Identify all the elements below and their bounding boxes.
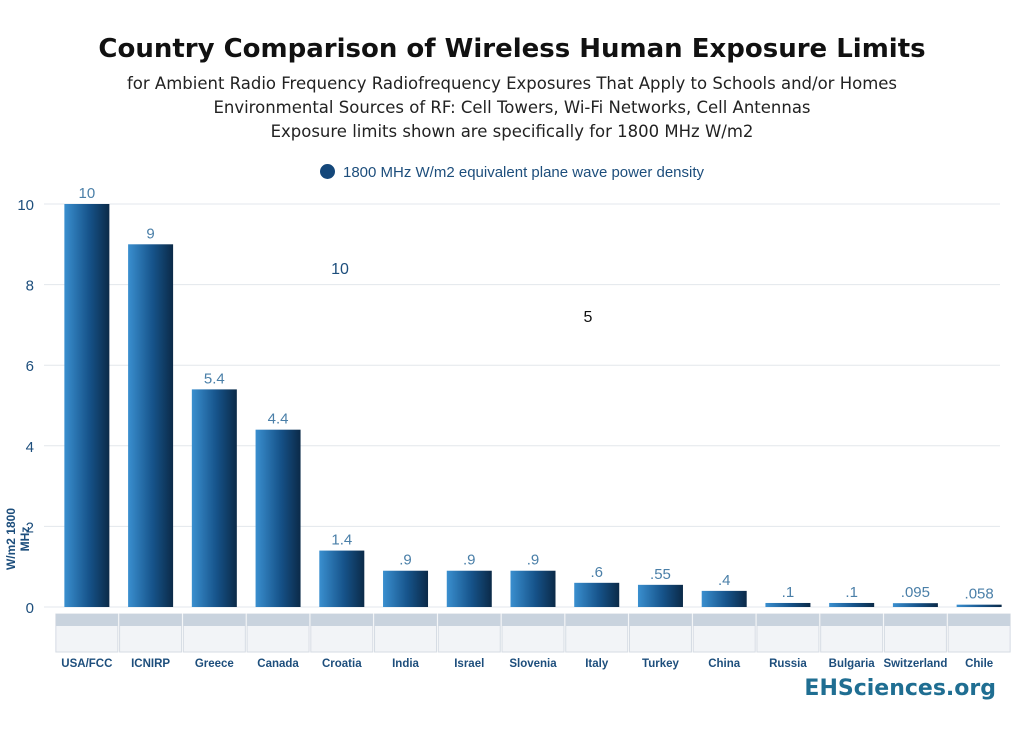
bar-icnirp [128,244,174,608]
data-label: 1.4 [331,532,352,549]
chart-subtitle-1: for Ambient Radio Frequency Radiofrequen… [126,74,898,93]
flag-stripe [693,614,756,626]
flag-stripe [183,614,246,626]
flag-stripe [119,614,182,626]
chart-legend: 1800 MHz W/m2 equivalent plane wave powe… [0,164,1024,181]
bar-chile [956,604,1002,607]
x-tick-label: India [392,658,419,670]
chart-subtitle-2: Environmental Sources of RF: Cell Towers… [213,98,811,117]
y-tick-label: 4 [26,439,34,456]
x-tick-label: Greece [195,658,234,670]
legend-marker [319,164,335,179]
x-tick-label: Bulgaria [829,658,876,670]
data-label: .058 [965,586,994,603]
x-tick-label: Turkey [642,658,679,670]
flag-stripe [884,614,947,626]
bar-canada [255,429,301,607]
data-label: 9 [146,225,154,242]
data-label: .9 [463,552,476,569]
x-tick-label: Switzerland [883,658,947,670]
annotation-10: 10 [331,261,349,278]
y-tick-label: 2 [26,519,34,536]
flag-stripe [565,614,628,626]
x-tick-label: Croatia [322,658,362,670]
bar-turkey [637,584,683,607]
bar-greece [191,389,237,607]
y-axis-label: W/m2 1800 MHz [4,507,32,571]
y-tick-label: 6 [26,358,34,375]
flag-stripe [438,614,501,626]
bar-usa-fcc [64,204,110,607]
bar-slovenia [510,570,556,607]
x-tick-label: China [708,658,741,670]
data-label: .9 [399,552,412,569]
x-tick-label: Slovenia [509,658,557,670]
x-tick-label: ICNIRP [131,658,170,670]
bar-italy [574,582,620,607]
data-label: .4 [718,572,731,589]
brand-label: EHSciences.org [804,676,996,701]
x-tick-label: Chile [965,658,993,670]
flag-stripe [247,614,310,626]
bar-croatia [319,550,365,607]
data-label: .095 [901,584,930,601]
bar-switzerland [892,603,938,607]
x-tick-label: Russia [769,658,807,670]
bar-bulgaria [829,602,875,607]
x-tick-label: Canada [257,658,299,670]
data-label: .9 [527,552,540,569]
bar-china [701,590,747,607]
x-tick-label: USA/FCC [61,658,112,670]
chart-subtitle-3: Exposure limits shown are specifically f… [270,122,754,141]
data-label: .6 [590,564,603,581]
legend-label: 1800 MHz W/m2 equivalent plane wave powe… [342,164,705,181]
flag-stripe [502,614,564,626]
flag-stripe [629,614,692,626]
y-tick-label: 0 [26,600,34,617]
bar-israel [446,570,492,607]
data-label: 10 [79,185,96,202]
flag-stripe [374,614,437,626]
x-tick-label: Israel [454,658,484,670]
y-tick-label: 10 [17,197,34,214]
data-label: 4.4 [268,411,289,428]
flag-stripe [55,614,118,626]
data-label: .55 [650,566,671,583]
flag-stripe [948,614,1011,626]
data-label: .1 [782,584,795,601]
flag-stripe [820,614,883,626]
y-tick-label: 8 [26,278,34,295]
flag-stripe [756,614,819,626]
flag-stripe [310,614,373,626]
bar-india [383,570,429,607]
bar-russia [765,602,811,607]
data-label: 5.4 [204,370,225,387]
x-tick-label: Italy [585,658,609,670]
chart-title: Country Comparison of Wireless Human Exp… [98,34,926,64]
annotation-5: 5 [584,309,593,326]
data-label: .1 [845,584,858,601]
